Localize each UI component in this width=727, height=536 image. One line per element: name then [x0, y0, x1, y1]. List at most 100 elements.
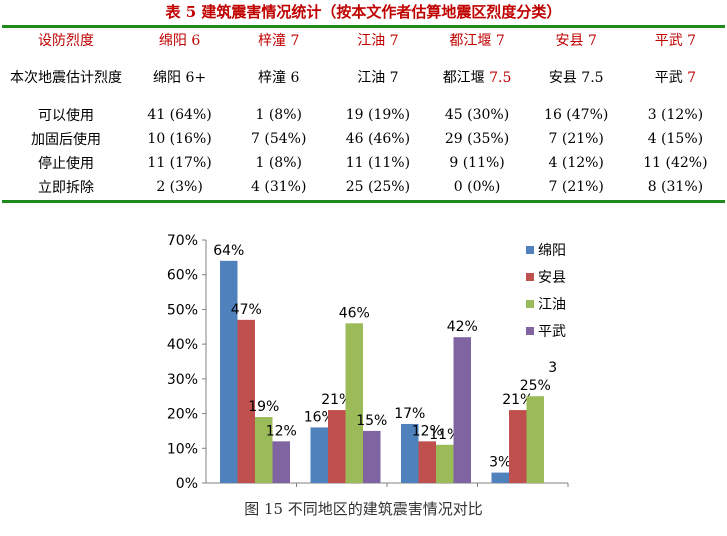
- table-cell: 2 (3%): [156, 179, 203, 195]
- bar: [345, 323, 363, 483]
- y-tick-label: 10%: [167, 441, 198, 457]
- table-cell: 9 (11%): [449, 155, 505, 171]
- row-label: 本次地震估计烈度: [10, 70, 122, 86]
- table-cell: 4 (31%): [251, 179, 307, 195]
- table-row: 立即拆除 2 (3%) 4 (31%) 25 (25%) 0 (0%) 7 (21%) 8 …: [2, 175, 725, 199]
- bar: [418, 441, 436, 483]
- header-cell: 梓潼 7: [229, 27, 328, 53]
- bar: [436, 444, 454, 483]
- bar-chart: 0% 10% 20% 30% 40% 50% 60% 70% 64% 16% 17% 3% 47% 21%…: [0, 225, 727, 505]
- row-label: 可以使用: [38, 108, 94, 124]
- header-cell-name: 梓潼: [258, 33, 287, 49]
- table-cell: 0 (0%): [453, 179, 501, 195]
- header-cell-value: 7: [389, 33, 399, 49]
- data-label: 3: [548, 360, 557, 376]
- legend-label: 平武: [538, 324, 566, 340]
- y-tick-label: 30%: [167, 372, 198, 388]
- data-label: 42%: [447, 319, 478, 335]
- estimate-cell-value: 6: [290, 70, 300, 86]
- data-label: 64%: [213, 243, 244, 259]
- y-tick-label: 50%: [167, 302, 198, 318]
- bar: [453, 337, 471, 483]
- bar: [509, 410, 527, 483]
- data-label: 3%: [489, 455, 511, 471]
- table-cell: 16 (47%): [544, 107, 609, 123]
- legend-swatch: [526, 300, 534, 308]
- legend-label: 江油: [538, 297, 566, 313]
- data-label: 11%: [429, 427, 460, 443]
- data-label: 12%: [412, 423, 443, 439]
- header-cell: 绵阳 6: [130, 27, 229, 53]
- estimate-cell: 梓潼 6: [229, 53, 328, 103]
- table-bottom-rule: [2, 200, 725, 203]
- table-cell: 25 (25%): [345, 179, 411, 195]
- header-cell: 安县 7: [527, 27, 626, 53]
- legend-label: 安县: [538, 270, 566, 286]
- bar: [526, 396, 544, 483]
- estimate-cell-value: 6+: [185, 70, 207, 86]
- estimate-cell-name: 都江堰: [442, 70, 485, 86]
- header-label: 设防烈度: [38, 33, 94, 49]
- estimate-cell-name: 安县: [548, 70, 577, 86]
- table-cell: 11 (42%): [643, 155, 708, 171]
- legend-swatch: [526, 246, 534, 254]
- bar-chart-svg: 0% 10% 20% 30% 40% 50% 60% 70% 64% 16% 17% 3% 47% 21%…: [167, 233, 569, 492]
- header-cell: 都江堰 7: [427, 27, 526, 53]
- data-label: 47%: [231, 302, 262, 318]
- estimate-cell: 绵阳 6+: [130, 53, 229, 103]
- data-label: 46%: [339, 305, 370, 321]
- header-cell-name: 都江堰: [449, 33, 492, 49]
- y-tick-label: 0%: [176, 476, 198, 492]
- bar: [255, 417, 273, 483]
- table-cell: 8 (31%): [647, 179, 704, 195]
- bar: [220, 260, 238, 483]
- data-label: 19%: [248, 399, 279, 415]
- bar: [328, 410, 346, 483]
- data-label: 12%: [266, 423, 297, 439]
- data-label: 21%: [502, 392, 533, 408]
- y-tick-label: 60%: [167, 268, 198, 284]
- table-cell: 1 (8%): [255, 155, 302, 171]
- bar: [272, 441, 290, 483]
- row-label: 加固后使用: [31, 132, 101, 148]
- estimate-cell-name: 绵阳: [153, 70, 182, 86]
- estimate-cell-name: 江油: [357, 70, 386, 86]
- table-cell: 7 (21%): [548, 179, 604, 195]
- estimate-cell-value: 7.5: [581, 70, 604, 86]
- y-tick-label: 70%: [167, 233, 198, 249]
- table-cell: 45 (30%): [444, 107, 510, 123]
- header-cell: 江油 7: [328, 27, 427, 53]
- estimate-cell-name: 平武: [654, 70, 683, 86]
- table-cell: 11 (11%): [345, 155, 411, 171]
- table-cell: 7 (54%): [251, 131, 307, 147]
- estimate-row: 本次地震估计烈度 绵阳 6+ 梓潼 6 江油 7 都江堰 7.5 安县 7.5 …: [2, 53, 725, 103]
- data-label: 25%: [520, 378, 551, 394]
- table-cell: 46 (46%): [345, 131, 411, 147]
- estimate-cell: 江油 7: [328, 53, 427, 103]
- table-cell: 4 (12%): [548, 155, 604, 171]
- bar: [363, 430, 381, 483]
- table-cell: 4 (15%): [647, 131, 704, 147]
- bar: [310, 427, 328, 483]
- table-cell: 1 (8%): [255, 107, 302, 123]
- legend-swatch: [526, 327, 534, 335]
- header-cell-name: 绵阳: [158, 33, 187, 49]
- data-label: 15%: [356, 413, 387, 429]
- table-cell: 10 (16%): [147, 131, 212, 147]
- estimate-cell: 安县 7.5: [527, 53, 626, 103]
- figure-caption: 图 15 不同地区的建筑震害情况对比: [244, 500, 483, 518]
- header-cell-value: 7: [290, 33, 300, 49]
- estimate-cell-value: 7: [687, 70, 697, 86]
- legend-label: 绵阳: [538, 242, 566, 259]
- table-row: 停止使用 11 (17%) 1 (8%) 11 (11%) 9 (11%) 4 (12%)…: [2, 151, 725, 175]
- table-cell: 29 (35%): [444, 131, 510, 147]
- row-label: 立即拆除: [38, 180, 94, 196]
- header-cell: 平武 7: [626, 27, 725, 53]
- data-label: 17%: [394, 406, 425, 422]
- table-title: 表 5 建筑震害情况统计（按本文作者估算地震区烈度分类）: [165, 3, 562, 21]
- statistics-table: 设防烈度 绵阳 6 梓潼 7 江油 7 都江堰 7 安县 7 平武 7 本次地震…: [2, 27, 725, 199]
- row-label: 停止使用: [38, 156, 94, 172]
- table-top-rule: [2, 25, 725, 28]
- table-cell: 7 (21%): [548, 131, 604, 147]
- table-cell: 11 (17%): [147, 155, 212, 171]
